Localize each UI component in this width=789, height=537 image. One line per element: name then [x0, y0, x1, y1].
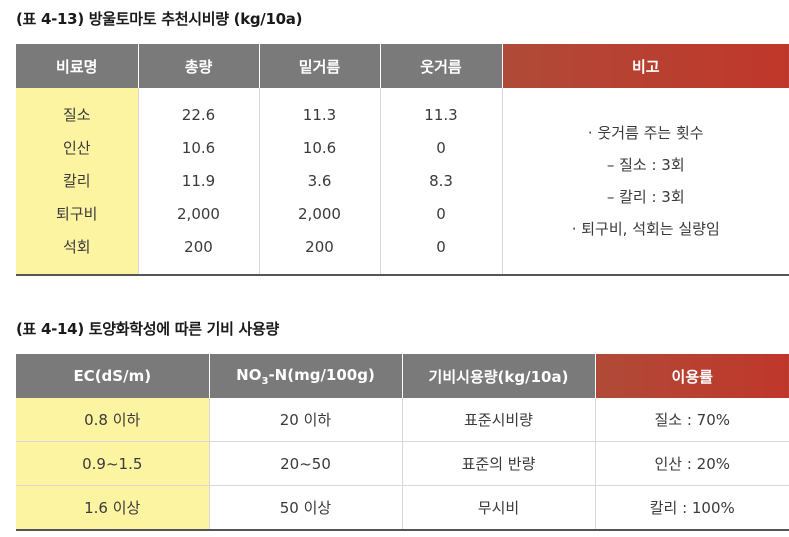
base-value: 11.3 [302, 105, 337, 124]
header-fertilizer-name: 비료명 [16, 44, 139, 88]
table1-caption: (표 4-13) 방울토마토 추천시비량 (kg/10a) [16, 10, 303, 28]
ec-cell: 0.9~1.5 [16, 441, 210, 486]
top-value: 8.3 [429, 171, 453, 190]
fertilizer-name-column: 질소 인산 칼리 퇴구비 석회 [16, 88, 139, 275]
fertilizer-name: 석회 [62, 237, 91, 256]
no3-subscript: 3 [261, 375, 269, 387]
table-row: 1.6 이상 50 이상 무시비 칼리 : 100% [16, 485, 789, 530]
recommended-fertilizer-table: 비료명 총량 밑거름 웃거름 비고 질소 인산 칼리 퇴구비 석회 22.6 1… [16, 44, 789, 276]
no3-suffix: -N(mg/100g) [268, 365, 375, 384]
remark-line: – 질소 : 3회 [606, 156, 685, 174]
header-no3-n: NO3-N(mg/100g) [209, 354, 403, 398]
remarks-column: · 웃거름 주는 횟수 – 질소 : 3회 – 칼리 : 3회 · 퇴구비, 석… [502, 88, 789, 275]
table-row: 0.9~1.5 20~50 표준의 반량 인산 : 20% [16, 441, 789, 486]
rate-cell: 칼리 : 100% [649, 499, 735, 517]
no3-prefix: NO [236, 365, 262, 384]
no3-cell: 20~50 [209, 441, 403, 486]
top-value: 0 [436, 237, 446, 256]
total-value: 22.6 [181, 105, 216, 124]
header-ec: EC(dS/m) [16, 354, 210, 398]
header-top-dressing: 웃거름 [380, 44, 503, 88]
fertilizer-name: 칼리 [62, 171, 91, 190]
ec-cell: 1.6 이상 [16, 485, 210, 530]
amount-cell: 표준의 반량 [402, 441, 596, 486]
base-column: 11.3 10.6 3.6 2,000 200 [259, 88, 381, 275]
total-value: 11.9 [181, 171, 216, 190]
table-row: 0.8 이하 20 이하 표준시비량 질소 : 70% [16, 398, 789, 442]
remark-line: · 웃거름 주는 횟수 [587, 124, 704, 142]
base-value: 2,000 [298, 204, 341, 223]
base-value: 200 [305, 237, 334, 256]
no3-cell: 50 이상 [209, 485, 403, 530]
base-value: 10.6 [302, 138, 337, 157]
base-fertilizer-usage-table: EC(dS/m) NO3-N(mg/100g) 기비시용량(kg/10a) 이용… [16, 354, 789, 531]
total-value: 200 [184, 237, 213, 256]
table1-body-row: 질소 인산 칼리 퇴구비 석회 22.6 10.6 11.9 2,000 200… [16, 88, 789, 275]
top-value: 0 [436, 204, 446, 223]
ec-cell: 0.8 이하 [16, 398, 210, 442]
header-remarks: 비고 [502, 44, 789, 88]
fertilizer-name: 인산 [62, 138, 91, 157]
top-value: 0 [436, 138, 446, 157]
total-value: 2,000 [177, 204, 220, 223]
amount-cell: 표준시비량 [402, 398, 596, 442]
header-total: 총량 [138, 44, 260, 88]
header-base-amount: 기비시용량(kg/10a) [402, 354, 596, 398]
remark-line: · 퇴구비, 석회는 실량임 [571, 220, 720, 238]
fertilizer-name: 퇴구비 [56, 204, 98, 223]
base-value: 3.6 [307, 171, 332, 190]
amount-cell: 무시비 [402, 485, 596, 530]
total-value: 10.6 [181, 138, 216, 157]
header-base-fertilizer: 밑거름 [259, 44, 381, 88]
top-column: 11.3 0 8.3 0 0 [380, 88, 503, 275]
no3-cell: 20 이하 [209, 398, 403, 442]
rate-cell: 질소 : 70% [595, 398, 789, 442]
rate-cell: 인산 : 20% [595, 441, 789, 486]
fertilizer-name: 질소 [62, 105, 91, 124]
table1-header-row: 비료명 총량 밑거름 웃거름 비고 [16, 44, 789, 88]
table2-caption: (표 4-14) 토양화학성에 따른 기비 사용량 [16, 320, 280, 338]
total-column: 22.6 10.6 11.9 2,000 200 [138, 88, 260, 275]
remark-line: – 칼리 : 3회 [606, 188, 685, 206]
top-value: 11.3 [424, 105, 458, 124]
header-utilization-rate: 이용률 [595, 354, 789, 398]
table2-header-row: EC(dS/m) NO3-N(mg/100g) 기비시용량(kg/10a) 이용… [16, 354, 789, 398]
